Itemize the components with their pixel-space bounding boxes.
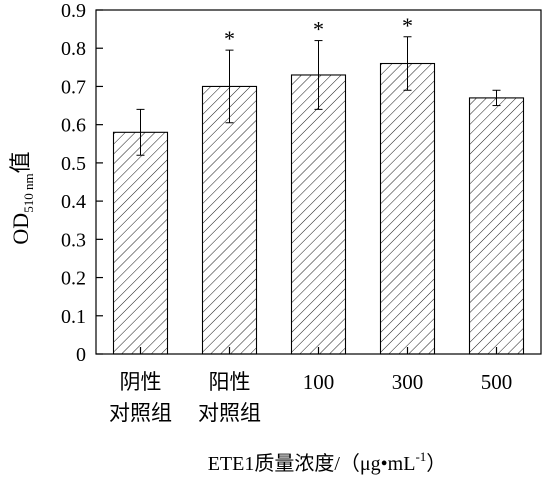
x-category-label: 500 [481, 370, 513, 394]
y-tick-label: 0.5 [61, 153, 86, 175]
x-axis-label: ETE1质量浓度/（μg•mL-1） [208, 449, 447, 475]
bar [112, 131, 169, 355]
y-tick-label: 0 [76, 344, 86, 366]
y-axis-label-main: OD [8, 213, 33, 245]
x-category-label: 阴性 [120, 370, 162, 394]
y-tick-label: 0.2 [61, 268, 86, 290]
x-category-label: 100 [303, 370, 335, 394]
bars [112, 62, 525, 355]
x-axis-label-main: ETE1质量浓度/（μg•mL [208, 452, 416, 475]
y-axis-label: OD510 nm值 [8, 151, 36, 244]
bar [290, 74, 347, 355]
y-tick-label: 0.6 [61, 115, 86, 137]
x-category-label: 300 [392, 370, 424, 394]
y-tick-label: 0.1 [61, 306, 86, 328]
bar [201, 85, 258, 355]
y-tick-label: 0.4 [61, 191, 86, 213]
y-axis: 0 0.1 0.2 0.3 0.4 0.5 0.6 0.7 0.8 0.9 [61, 0, 103, 366]
x-category-label: 阳性 [209, 370, 251, 394]
significance-star: * [224, 26, 235, 51]
y-axis-label-sub: 510 nm [21, 173, 36, 212]
bar [468, 97, 525, 355]
x-category-label: 对照组 [198, 401, 261, 425]
y-tick-label: 0.7 [61, 76, 86, 98]
bar [379, 62, 436, 355]
x-category-label: 对照组 [109, 401, 172, 425]
y-tick-label: 0.8 [61, 38, 86, 60]
significance-star: * [313, 17, 324, 42]
y-tick-label: 0.9 [61, 0, 86, 22]
y-tick-label: 0.3 [61, 229, 86, 251]
error-bars [136, 36, 501, 156]
x-axis-label-sup: -1 [415, 449, 426, 464]
significance-markers: * * * [224, 13, 413, 51]
significance-star: * [402, 13, 413, 38]
y-axis-label-suffix: 值 [8, 151, 33, 173]
x-axis-label-end: ） [426, 452, 446, 475]
